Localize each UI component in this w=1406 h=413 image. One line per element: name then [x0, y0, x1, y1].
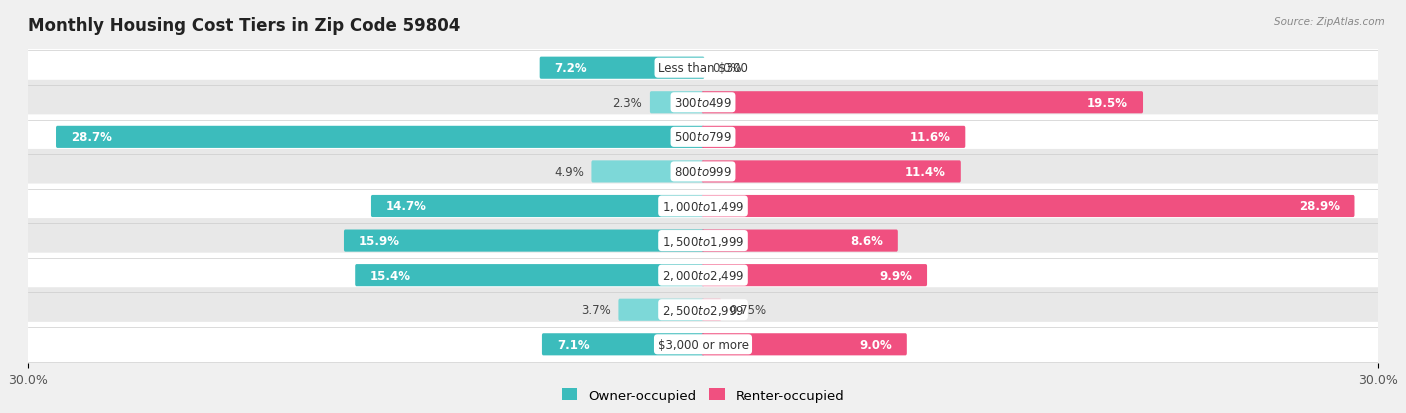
- Text: 14.7%: 14.7%: [385, 200, 426, 213]
- Text: Less than $300: Less than $300: [658, 62, 748, 75]
- FancyBboxPatch shape: [18, 150, 1388, 195]
- Text: Source: ZipAtlas.com: Source: ZipAtlas.com: [1274, 17, 1385, 26]
- FancyBboxPatch shape: [18, 115, 1388, 160]
- Text: 8.6%: 8.6%: [851, 235, 883, 247]
- Text: $2,500 to $2,999: $2,500 to $2,999: [662, 303, 744, 317]
- FancyBboxPatch shape: [540, 57, 704, 80]
- Text: 7.2%: 7.2%: [554, 62, 588, 75]
- Text: 11.4%: 11.4%: [905, 166, 946, 178]
- Text: Monthly Housing Cost Tiers in Zip Code 59804: Monthly Housing Cost Tiers in Zip Code 5…: [28, 17, 461, 34]
- Text: 15.4%: 15.4%: [370, 269, 411, 282]
- Text: 0.0%: 0.0%: [711, 62, 741, 75]
- FancyBboxPatch shape: [18, 253, 1388, 298]
- Text: 7.1%: 7.1%: [557, 338, 589, 351]
- Text: 28.7%: 28.7%: [70, 131, 111, 144]
- Text: 0.75%: 0.75%: [728, 304, 766, 316]
- Text: 9.9%: 9.9%: [879, 269, 912, 282]
- FancyBboxPatch shape: [702, 299, 721, 321]
- Text: $1,000 to $1,499: $1,000 to $1,499: [662, 199, 744, 214]
- Text: $2,000 to $2,499: $2,000 to $2,499: [662, 268, 744, 282]
- FancyBboxPatch shape: [619, 299, 704, 321]
- Text: 11.6%: 11.6%: [910, 131, 950, 144]
- FancyBboxPatch shape: [702, 126, 966, 149]
- Text: 9.0%: 9.0%: [859, 338, 891, 351]
- FancyBboxPatch shape: [541, 333, 704, 356]
- FancyBboxPatch shape: [371, 195, 704, 218]
- Text: $3,000 or more: $3,000 or more: [658, 338, 748, 351]
- FancyBboxPatch shape: [702, 264, 927, 287]
- FancyBboxPatch shape: [702, 161, 960, 183]
- FancyBboxPatch shape: [344, 230, 704, 252]
- Text: $800 to $999: $800 to $999: [673, 166, 733, 178]
- FancyBboxPatch shape: [702, 92, 1143, 114]
- Text: 4.9%: 4.9%: [554, 166, 583, 178]
- FancyBboxPatch shape: [702, 333, 907, 356]
- Text: 28.9%: 28.9%: [1299, 200, 1340, 213]
- Text: 2.3%: 2.3%: [613, 97, 643, 109]
- Legend: Owner-occupied, Renter-occupied: Owner-occupied, Renter-occupied: [557, 383, 849, 407]
- FancyBboxPatch shape: [702, 230, 898, 252]
- FancyBboxPatch shape: [650, 92, 704, 114]
- FancyBboxPatch shape: [18, 81, 1388, 126]
- Text: 3.7%: 3.7%: [581, 304, 610, 316]
- FancyBboxPatch shape: [356, 264, 704, 287]
- FancyBboxPatch shape: [18, 322, 1388, 367]
- Text: 15.9%: 15.9%: [359, 235, 399, 247]
- Text: $500 to $799: $500 to $799: [673, 131, 733, 144]
- FancyBboxPatch shape: [18, 287, 1388, 332]
- Text: $1,500 to $1,999: $1,500 to $1,999: [662, 234, 744, 248]
- FancyBboxPatch shape: [18, 46, 1388, 91]
- FancyBboxPatch shape: [18, 218, 1388, 263]
- FancyBboxPatch shape: [18, 184, 1388, 229]
- Text: 19.5%: 19.5%: [1087, 97, 1128, 109]
- FancyBboxPatch shape: [56, 126, 704, 149]
- FancyBboxPatch shape: [592, 161, 704, 183]
- FancyBboxPatch shape: [702, 195, 1354, 218]
- Text: $300 to $499: $300 to $499: [673, 97, 733, 109]
